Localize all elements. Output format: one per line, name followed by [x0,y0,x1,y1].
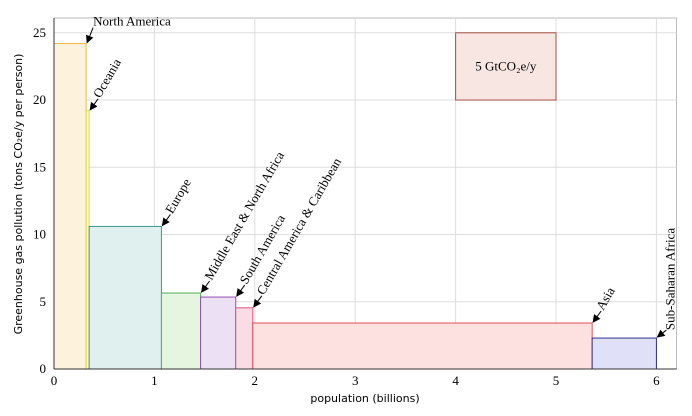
label-arrow [592,310,602,323]
label-arrow [656,329,667,338]
y-tick-label: 15 [33,159,46,174]
label-arrow [201,280,210,293]
bar [160,292,202,370]
bar-label: Oceania [90,56,124,101]
x-tick-label: 5 [553,373,560,388]
bar [88,225,162,370]
bar-label: North America [93,14,171,29]
bar-label: Europe [162,176,194,216]
bar [252,322,593,370]
label-arrow [161,214,171,227]
bar-label: Sub-Saharan Africa [662,228,677,330]
bar [200,296,237,370]
scale-box-label: 5 GtCO₂e/y [475,58,537,73]
y-axis-label: Greenhouse gas pollution (tons CO₂e/y pe… [12,54,25,335]
y-tick-label: 5 [40,294,47,309]
y-tick-label: 10 [33,227,46,242]
x-tick-label: 2 [252,373,259,388]
bar-label: Asia [593,284,618,312]
bar [235,307,254,370]
label-arrow [86,27,94,44]
x-tick-label: 6 [653,373,660,388]
x-axis-label: population (billions) [310,392,419,405]
label-arrow [253,295,263,308]
scale-box [455,32,557,101]
y-tick-label: 20 [33,92,46,107]
x-tick-label: 0 [51,373,58,388]
bar [53,43,87,370]
bar [591,337,657,370]
label-arrow [89,98,99,111]
label-arrow [236,284,246,297]
y-tick-label: 0 [40,361,47,376]
y-tick-label: 25 [33,25,46,40]
x-tick-label: 3 [352,373,359,388]
x-tick-label: 1 [151,373,158,388]
x-tick-label: 4 [452,373,459,388]
